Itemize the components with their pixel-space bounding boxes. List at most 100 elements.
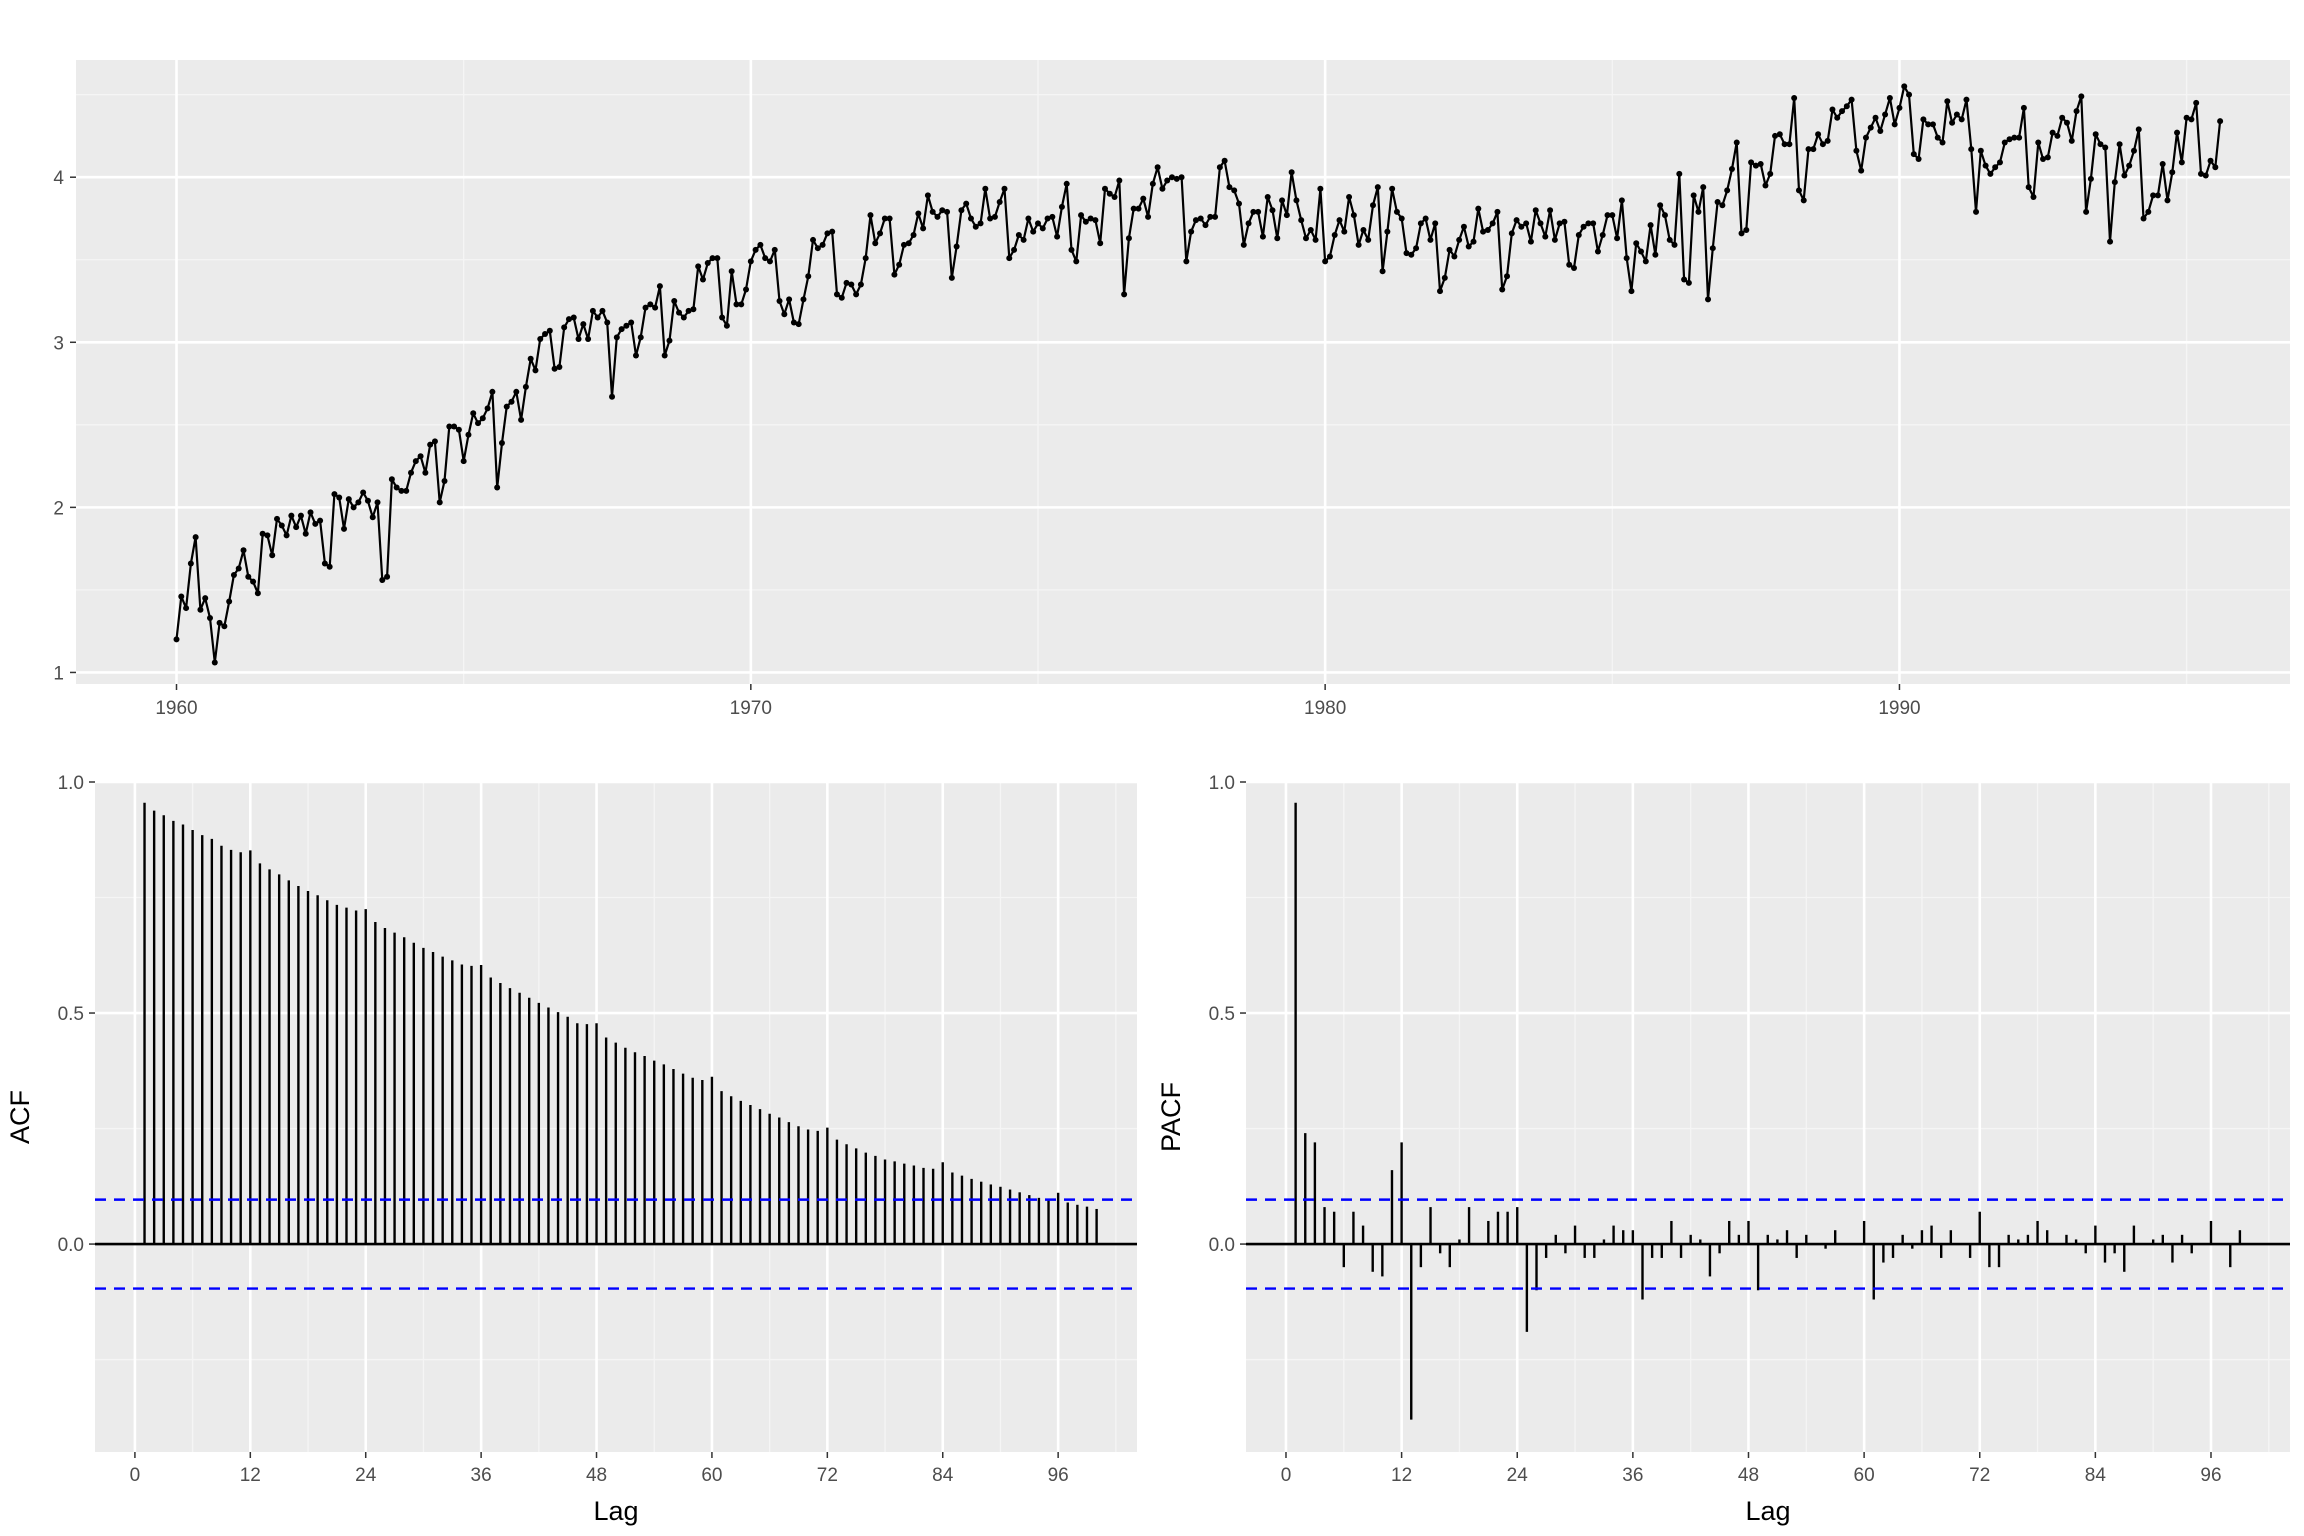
data-point bbox=[312, 520, 319, 527]
data-point bbox=[2087, 175, 2094, 182]
x-tick-label: 1980 bbox=[1304, 698, 1346, 719]
data-point bbox=[1231, 187, 1238, 194]
data-point bbox=[1279, 197, 1286, 204]
data-point bbox=[1058, 203, 1065, 210]
data-point bbox=[2083, 208, 2090, 215]
data-point bbox=[1594, 248, 1601, 255]
data-point bbox=[1527, 238, 1534, 245]
data-point bbox=[494, 484, 501, 491]
data-point bbox=[508, 398, 515, 405]
data-point bbox=[565, 316, 572, 323]
data-point bbox=[867, 212, 874, 219]
data-point bbox=[1819, 141, 1826, 148]
data-point bbox=[173, 636, 180, 643]
data-point bbox=[183, 605, 190, 612]
data-point bbox=[781, 311, 788, 318]
data-point bbox=[1374, 184, 1381, 191]
data-point bbox=[1882, 111, 1889, 118]
data-point bbox=[2130, 147, 2137, 154]
data-point bbox=[1843, 103, 1850, 110]
data-point bbox=[1633, 240, 1640, 247]
data-point bbox=[929, 208, 936, 215]
x-tick-label: 72 bbox=[817, 1465, 838, 1486]
data-point bbox=[704, 260, 711, 267]
data-point bbox=[2063, 119, 2070, 126]
data-point bbox=[743, 286, 750, 293]
x-tick-label: 1960 bbox=[155, 698, 197, 719]
data-point bbox=[1724, 187, 1731, 194]
data-point bbox=[1781, 141, 1788, 148]
data-point bbox=[1714, 198, 1721, 205]
data-point bbox=[211, 659, 218, 666]
data-point bbox=[2212, 164, 2219, 171]
data-point bbox=[628, 319, 635, 326]
x-tick-label: 24 bbox=[355, 1465, 377, 1486]
data-point bbox=[475, 420, 482, 427]
data-point bbox=[1413, 245, 1420, 252]
x-tick-label: 72 bbox=[1969, 1465, 1990, 1486]
data-point bbox=[1130, 205, 1137, 212]
data-point bbox=[1446, 246, 1453, 253]
data-point bbox=[1853, 147, 1860, 154]
data-point bbox=[288, 512, 295, 519]
data-point bbox=[829, 228, 836, 235]
data-point bbox=[561, 324, 568, 331]
data-point bbox=[1992, 164, 1999, 171]
data-point bbox=[1073, 258, 1080, 265]
data-point bbox=[451, 423, 458, 430]
data-point bbox=[1197, 215, 1204, 222]
data-point bbox=[207, 614, 214, 621]
data-point bbox=[230, 572, 237, 579]
data-point bbox=[1049, 213, 1056, 220]
data-point bbox=[398, 487, 405, 494]
data-point bbox=[1973, 208, 1980, 215]
data-point bbox=[1226, 184, 1233, 191]
data-point bbox=[1810, 146, 1817, 153]
data-point bbox=[264, 532, 271, 539]
data-point bbox=[2068, 137, 2075, 144]
data-point bbox=[656, 283, 663, 290]
data-point bbox=[1202, 222, 1209, 229]
data-point bbox=[192, 534, 199, 541]
x-tick-label: 36 bbox=[471, 1465, 492, 1486]
data-point bbox=[518, 416, 525, 423]
x-tick-label: 84 bbox=[932, 1465, 954, 1486]
data-point bbox=[384, 573, 391, 580]
data-point bbox=[1154, 164, 1161, 171]
data-point bbox=[1437, 288, 1444, 295]
data-point bbox=[326, 563, 333, 570]
data-point bbox=[1212, 213, 1219, 220]
data-point bbox=[738, 301, 745, 308]
x-tick-label: 12 bbox=[1391, 1465, 1412, 1486]
data-point bbox=[709, 255, 716, 262]
data-point bbox=[661, 352, 668, 359]
data-point bbox=[604, 319, 611, 326]
data-point bbox=[1886, 94, 1893, 101]
data-point bbox=[1690, 192, 1697, 199]
data-point bbox=[1307, 227, 1314, 234]
data-point bbox=[848, 281, 855, 288]
data-point bbox=[2178, 159, 2185, 166]
data-point bbox=[412, 458, 419, 465]
data-point bbox=[1537, 220, 1544, 227]
data-point bbox=[1068, 246, 1075, 253]
data-point bbox=[1384, 228, 1391, 235]
data-point bbox=[1355, 241, 1362, 248]
y-tick-label: 0.5 bbox=[1209, 1004, 1235, 1025]
data-point bbox=[2006, 136, 2013, 143]
data-point bbox=[1532, 207, 1539, 214]
data-point bbox=[1245, 220, 1252, 227]
data-point bbox=[178, 593, 185, 600]
y-tick-label: 2 bbox=[53, 498, 64, 519]
data-point bbox=[1188, 228, 1195, 235]
data-point bbox=[2016, 134, 2023, 141]
data-point bbox=[455, 426, 462, 433]
x-tick-label: 48 bbox=[586, 1465, 607, 1486]
data-point bbox=[1322, 258, 1329, 265]
data-point bbox=[1149, 180, 1156, 187]
data-point bbox=[388, 476, 395, 483]
data-point bbox=[1580, 223, 1587, 230]
data-point bbox=[1379, 268, 1386, 275]
data-point bbox=[2025, 184, 2032, 191]
data-point bbox=[1264, 194, 1271, 201]
